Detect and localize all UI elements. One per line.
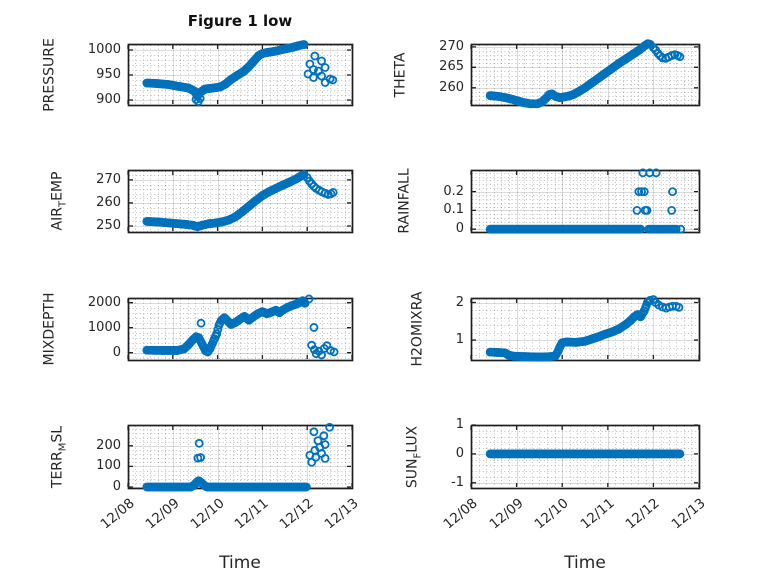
y-tick-label-air-temp: 270 bbox=[96, 172, 121, 187]
y-tick-label-rainfall: 0 bbox=[455, 221, 464, 236]
y-tick-label-theta: 265 bbox=[439, 59, 464, 74]
y-tick-label-rainfall: 0.2 bbox=[443, 184, 464, 199]
y-tick-label-mixdepth: 1000 bbox=[87, 320, 121, 335]
y-tick-label-theta: 260 bbox=[439, 80, 464, 95]
ylabel-pressure: PRESSURE bbox=[41, 38, 58, 112]
x-axis-label-right: Time bbox=[564, 553, 606, 573]
y-tick-label-theta: 270 bbox=[439, 39, 464, 54]
y-tick-label-terr-msl: 100 bbox=[96, 458, 121, 473]
x-axis-label-left: Time bbox=[219, 553, 261, 573]
ylabel-terr-msl: TERRMSL bbox=[49, 425, 69, 489]
y-tick-label-h2omixra: 1 bbox=[455, 332, 464, 347]
y-tick-label-terr-msl: 200 bbox=[96, 438, 121, 453]
y-tick-label-terr-msl: 0 bbox=[112, 479, 121, 494]
y-tick-label-air-temp: 250 bbox=[96, 218, 121, 233]
y-tick-label-pressure: 950 bbox=[96, 67, 121, 82]
y-tick-label-sun-flux: -1 bbox=[451, 475, 464, 490]
ylabel-h2omixra: H2OMIXRA bbox=[409, 291, 426, 367]
y-tick-label-mixdepth: 0 bbox=[112, 345, 121, 360]
ylabel-air-temp: AIRTEMP bbox=[49, 171, 69, 231]
y-tick-label-pressure: 1000 bbox=[87, 42, 121, 57]
ylabel-theta: THETA bbox=[392, 52, 409, 98]
figure-title: Figure 1 low bbox=[187, 12, 293, 30]
y-tick-label-mixdepth: 2000 bbox=[87, 295, 121, 310]
ylabel-mixdepth: MIXDEPTH bbox=[41, 292, 58, 366]
y-tick-label-sun-flux: 1 bbox=[455, 417, 464, 432]
y-tick-label-rainfall: 0.1 bbox=[443, 202, 464, 217]
y-tick-label-air-temp: 260 bbox=[96, 195, 121, 210]
ylabel-rainfall: RAINFALL bbox=[396, 168, 413, 234]
y-tick-label-sun-flux: 0 bbox=[455, 446, 464, 461]
y-tick-label-h2omixra: 2 bbox=[455, 295, 464, 310]
ylabel-sun-flux: SUNFLUX bbox=[404, 425, 424, 489]
y-tick-label-pressure: 900 bbox=[96, 92, 121, 107]
